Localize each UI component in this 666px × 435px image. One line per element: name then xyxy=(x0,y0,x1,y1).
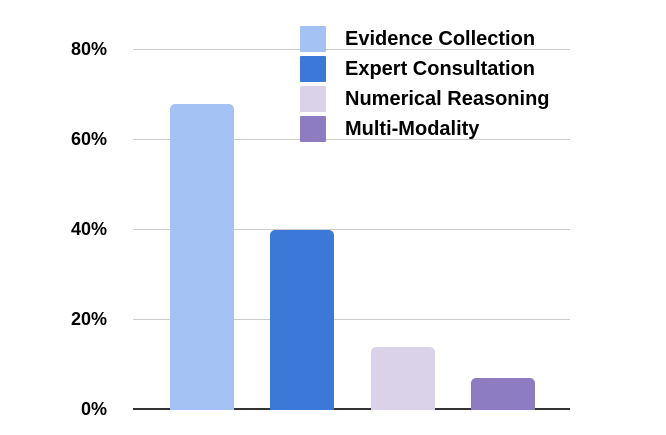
legend-item: Expert Consultation xyxy=(300,54,550,84)
gridline-60 xyxy=(133,139,570,140)
gridline-20 xyxy=(133,319,570,320)
legend-label: Expert Consultation xyxy=(345,57,536,80)
legend-item: Numerical Reasoning xyxy=(300,84,550,114)
legend-label: Multi-Modality xyxy=(345,117,480,140)
legend-item: Evidence Collection xyxy=(300,24,550,54)
legend-item: Multi-Modality xyxy=(300,114,550,144)
y-tick-label-80: 80% xyxy=(70,39,107,59)
x-axis-line xyxy=(133,408,570,410)
y-tick-label-0: 0% xyxy=(80,399,107,419)
y-tick-label-40: 40% xyxy=(70,219,107,239)
bar-2 xyxy=(371,347,435,410)
legend-label: Numerical Reasoning xyxy=(345,87,550,110)
bar-1 xyxy=(270,230,334,410)
y-tick-label-60: 60% xyxy=(70,129,107,149)
legend-swatch xyxy=(300,26,326,52)
bar-0 xyxy=(170,104,234,410)
legend-label: Evidence Collection xyxy=(345,27,536,50)
plot-area xyxy=(133,0,570,410)
legend-swatch xyxy=(300,56,326,82)
gridline-80 xyxy=(133,49,570,50)
legend-swatch xyxy=(300,86,326,112)
y-tick-label-20: 20% xyxy=(70,309,107,329)
legend-swatch xyxy=(300,116,326,142)
legend: Evidence Collection Expert Consultation … xyxy=(300,24,550,144)
gridline-40 xyxy=(133,229,570,230)
bar-3 xyxy=(471,378,535,410)
